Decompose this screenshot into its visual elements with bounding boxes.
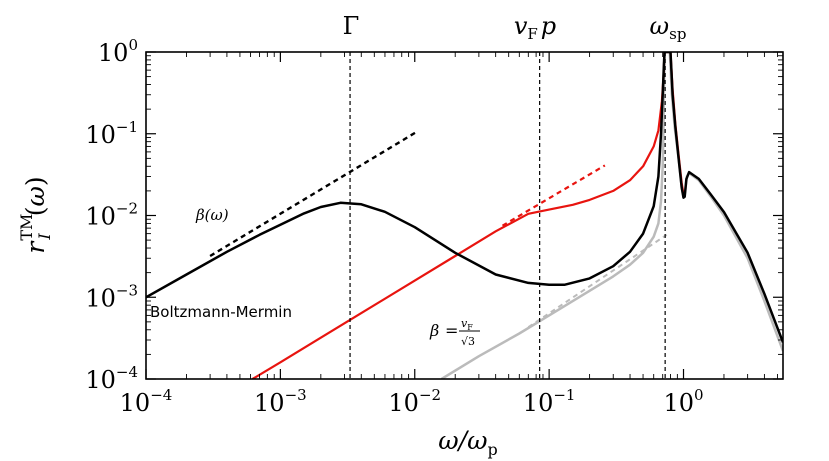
y-tick-label: 10−1	[85, 118, 138, 149]
series-layer	[146, 52, 783, 379]
svg-text:√3: √3	[461, 335, 475, 348]
series-line-4	[146, 52, 783, 343]
x-tick-label: 10−3	[254, 386, 307, 417]
svg-text:=: =	[445, 321, 458, 340]
x-tick-label: 10−2	[388, 386, 441, 417]
y-tick-label: 10−2	[85, 200, 138, 231]
annotation-boltzmann: Boltzmann-Mermin	[150, 303, 292, 321]
y-tick-label: 10−3	[85, 281, 138, 312]
annotation-beta-const: β = vF √3	[429, 317, 480, 348]
y-tick-label: 10−4	[85, 363, 138, 394]
x-axis-label: ω/ωp	[438, 426, 497, 459]
vline-label-gamma: Γ	[343, 12, 360, 40]
tick-layer: 10−4 10−3 10−2 10−1 100 10−4 10−3 10−2 10−1 100	[85, 36, 783, 417]
vline-layer	[349, 52, 666, 379]
vline-label-vf-p: vF p	[514, 12, 556, 43]
annotation-beta-omega: β(ω)	[195, 206, 229, 224]
x-tick-label: 100	[663, 386, 703, 417]
svg-text:rTMI(ω): rTMI(ω)	[17, 176, 54, 253]
series-line-0	[440, 52, 783, 379]
y-axis-label: rTMI(ω)	[17, 176, 54, 253]
svg-text:vF: vF	[461, 317, 473, 332]
series-line-1	[527, 233, 668, 329]
x-tick-label: 10−4	[120, 386, 173, 417]
x-tick-label: 10−1	[523, 386, 576, 417]
svg-text:β: β	[429, 321, 439, 340]
vline-label-omega-sp: ωsp	[650, 12, 687, 43]
series-line-3	[501, 164, 606, 227]
series-line-5	[209, 130, 419, 258]
y-tick-label: 100	[98, 36, 138, 67]
